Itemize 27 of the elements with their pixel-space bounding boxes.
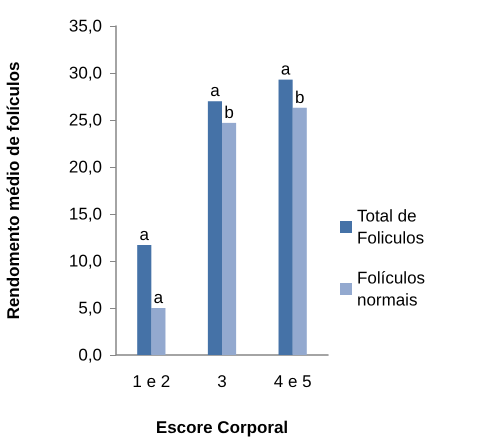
data-label: a — [280, 60, 291, 79]
data-label: b — [295, 88, 304, 107]
bar — [278, 80, 293, 355]
y-tick-label: 25,0 — [68, 110, 102, 130]
legend-label: Total de Foliculos — [357, 206, 424, 248]
bar — [208, 101, 222, 355]
y-tick-label: 35,0 — [68, 16, 102, 36]
legend-label: Folículos normais — [357, 268, 430, 310]
x-tick-label: 3 — [217, 372, 227, 391]
data-label: a — [140, 225, 150, 244]
y-tick-label: 0,0 — [78, 346, 102, 364]
y-tick-label: 30,0 — [68, 64, 102, 82]
x-tick-label: 4 e 5 — [274, 372, 312, 391]
data-label: a — [210, 81, 220, 100]
bar — [137, 245, 152, 355]
bar — [151, 308, 166, 355]
y-tick-label: 10,0 — [68, 252, 102, 270]
y-tick-label: 20,0 — [68, 158, 102, 176]
y-axis-title: Rendomento médio de folículos — [4, 62, 23, 320]
x-tick-label: 1 e 2 — [132, 372, 170, 391]
data-label: b — [224, 102, 234, 122]
y-tick-label: 5,0 — [78, 298, 102, 318]
data-label: a — [154, 288, 164, 307]
y-tick-label: 15,0 — [68, 204, 102, 224]
x-axis-title: Escore Corporal — [156, 418, 288, 437]
bar — [292, 108, 307, 355]
bar — [222, 122, 236, 355]
